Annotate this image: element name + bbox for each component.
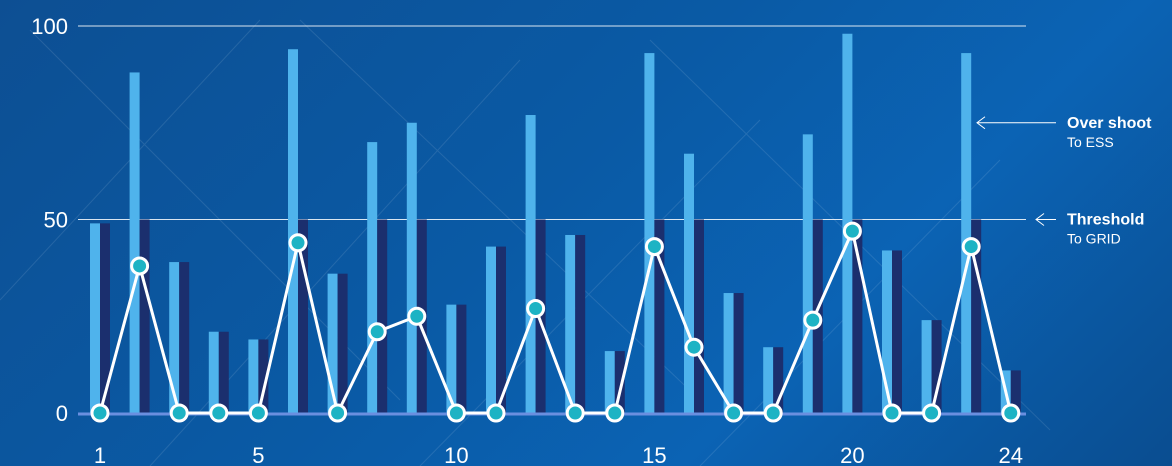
line-point: [446, 403, 466, 423]
bar-light: [961, 53, 972, 414]
bar-light: [367, 142, 378, 413]
bar-light: [802, 134, 813, 414]
bar-light: [525, 115, 536, 413]
bar-dark: [733, 293, 744, 413]
bar-dark: [377, 219, 388, 413]
line-point: [526, 299, 546, 319]
bar-dark: [456, 304, 467, 413]
y-tick-label: 50: [44, 208, 68, 233]
line-point: [248, 403, 268, 423]
line-point: [209, 403, 229, 423]
bar-light: [327, 273, 338, 413]
line-point: [803, 310, 823, 330]
bar-light: [486, 246, 496, 413]
bar-light: [565, 234, 576, 413]
line-point: [407, 306, 427, 326]
bar-light: [684, 153, 694, 413]
bar-dark: [614, 351, 625, 413]
y-tick-label: 0: [56, 401, 68, 426]
annotation-title: Threshold: [1067, 212, 1144, 229]
line-point: [90, 403, 110, 423]
bar-light: [921, 320, 932, 413]
x-tick-label: 1: [94, 443, 106, 466]
bar-light: [723, 293, 734, 413]
bar-light: [129, 72, 140, 413]
annotation-arrow-head: [1035, 213, 1045, 226]
annotations: Over shoot To ESS Threshold To GRID: [976, 115, 1152, 247]
bar-light: [763, 347, 774, 413]
line-point: [644, 237, 664, 257]
bar-dark: [258, 339, 269, 413]
line-point: [1001, 403, 1021, 423]
bar-light: [882, 250, 892, 413]
bar-dark: [298, 219, 308, 413]
bar-dark: [892, 250, 902, 413]
bar-dark: [971, 219, 982, 413]
line-point: [882, 403, 902, 423]
line-point: [763, 403, 783, 423]
x-tick-label: 24: [999, 443, 1023, 466]
annotation-subtitle: To ESS: [1067, 134, 1114, 150]
bar-light: [169, 262, 180, 413]
bar-light: [446, 304, 457, 413]
bar-light: [90, 223, 100, 413]
bar-light: [248, 339, 259, 413]
bar-dark: [218, 331, 229, 413]
line-point: [724, 403, 744, 423]
bar-dark: [694, 219, 704, 413]
line-series: [90, 221, 1021, 423]
bar-light: [604, 351, 615, 413]
line-point: [486, 403, 506, 423]
line-point: [565, 403, 585, 423]
line-point: [842, 221, 862, 241]
bar-dark: [496, 246, 506, 413]
bar-dark: [575, 234, 586, 413]
annotation-subtitle: To GRID: [1067, 231, 1121, 247]
reference-lines: [78, 25, 1026, 220]
bar-dark: [1010, 370, 1021, 413]
bar-light: [406, 122, 417, 413]
x-tick-label: 5: [252, 443, 264, 466]
bar-light: [644, 53, 655, 414]
bar-light: [288, 49, 298, 413]
bar-dark: [179, 262, 190, 413]
annotation-title: Over shoot: [1067, 115, 1152, 132]
bar-dark: [337, 273, 348, 413]
line-point: [130, 256, 150, 276]
x-tick-label: 20: [840, 443, 864, 466]
line-point: [961, 237, 981, 257]
line-point: [922, 403, 942, 423]
bar-series: [90, 33, 1021, 414]
bar-dark: [931, 320, 942, 413]
bar-dark: [654, 219, 665, 413]
x-tick-label: 10: [444, 443, 468, 466]
line-point: [684, 337, 704, 357]
bar-dark: [139, 219, 150, 413]
line-point: [605, 403, 625, 423]
y-tick-label: 100: [31, 14, 68, 39]
annotation-arrow-head: [976, 116, 986, 130]
x-tick-label: 15: [642, 443, 666, 466]
bar-light: [208, 331, 219, 413]
line-point: [367, 322, 387, 342]
line-point: [328, 403, 348, 423]
bar-dark: [852, 219, 863, 413]
bar-dark: [100, 223, 110, 413]
line-point: [169, 403, 189, 423]
bar-dark: [773, 347, 784, 413]
line-point: [288, 233, 308, 253]
